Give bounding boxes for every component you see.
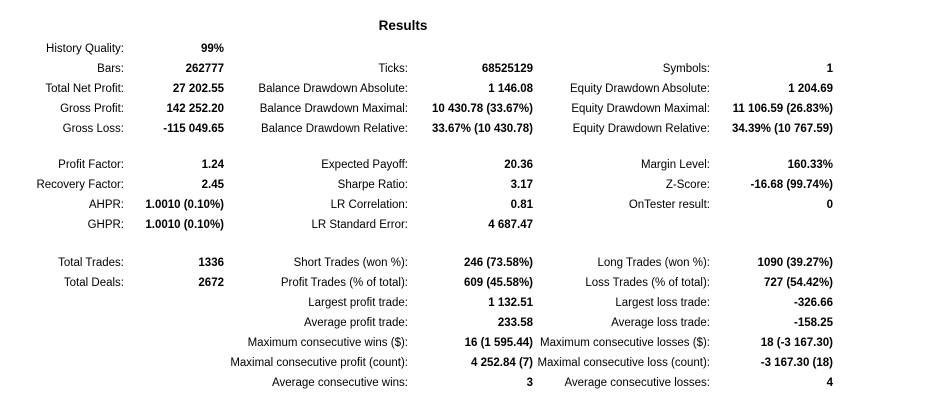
metric-value: 4 252.84 (7) — [470, 357, 533, 369]
metric-label: Equity Drawdown Absolute: — [570, 83, 710, 95]
metric-label: Maximal consecutive profit (count): — [230, 357, 408, 369]
metric-label: Maximal consecutive loss (count): — [537, 357, 710, 369]
metric-label: Z-Score: — [665, 179, 710, 191]
metric-value: 1.0010 (0.10%) — [145, 199, 224, 211]
metric-label: LR Correlation: — [330, 199, 408, 211]
metric-label: Sharpe Ratio: — [337, 179, 408, 191]
metric-value: 3 — [526, 377, 533, 389]
metric-value: 16 (1 595.44) — [464, 337, 533, 349]
metric-value: 1 204.69 — [788, 83, 833, 95]
metric-value: 160.33% — [787, 159, 833, 171]
metric-label: Total Deals: — [63, 277, 124, 289]
metric-label: Long Trades (won %): — [597, 257, 710, 269]
metric-label: History Quality: — [46, 43, 124, 55]
metric-value: 27 202.55 — [172, 83, 224, 95]
report-row: Average profit trade: 233.58 Average loss … — [0, 313, 925, 333]
metric-value: 68525129 — [481, 63, 533, 75]
metric-value: 11 106.59 (26.83%) — [732, 103, 833, 115]
report-row: Recovery Factor: 2.45 Sharpe Ratio: 3.17 Z-S… — [0, 175, 925, 195]
metric-label: Ticks: — [378, 63, 408, 75]
metric-value: 10 430.78 (33.67%) — [431, 103, 533, 115]
report-row: Maximal consecutive profit (count): 4 252… — [0, 353, 925, 373]
metric-label: Gross Loss: — [62, 123, 124, 135]
metric-value: 262777 — [185, 63, 224, 75]
metric-value: 33.67% (10 430.78) — [431, 123, 533, 135]
metric-label: AHPR: — [88, 199, 124, 211]
metric-label: OnTester result: — [628, 199, 710, 211]
report-row: Average consecutive wins: 3 Average consec… — [0, 373, 925, 393]
metric-value: 4 687.47 — [488, 219, 533, 231]
report-row: Largest profit trade: 1 132.51 Largest los… — [0, 293, 925, 313]
report-row: Gross Profit: 142 252.20 Balance Drawdown … — [0, 99, 925, 119]
metric-label: Maximum consecutive losses ($): — [540, 337, 710, 349]
metric-value: 34.39% (10 767.59) — [731, 123, 833, 135]
metric-value: 99% — [200, 43, 224, 55]
metric-label: Balance Drawdown Relative: — [260, 123, 408, 135]
report-row: Profit Factor: 1.24 Expected Payoff: 20.36 M… — [0, 155, 925, 175]
report-row: Maximum consecutive wins ($): 16 (1 595.4… — [0, 333, 925, 353]
metric-value: -158.25 — [793, 317, 833, 329]
metric-value: -16.68 (99.74%) — [750, 179, 833, 191]
metric-value: -115 049.65 — [163, 123, 224, 135]
metric-value: 0.81 — [510, 199, 533, 211]
report-row: Total Net Profit: 27 202.55 Balance Drawdo… — [0, 79, 925, 99]
metric-value: 0 — [826, 199, 833, 211]
metric-label: Margin Level: — [640, 159, 710, 171]
metric-label: LR Standard Error: — [311, 219, 408, 231]
metric-label: Total Net Profit: — [45, 83, 124, 95]
metric-label: GHPR: — [87, 219, 124, 231]
metric-label: Maximum consecutive wins ($): — [247, 337, 408, 349]
report-row: Total Deals: 2672 Profit Trades (% of tota… — [0, 273, 925, 293]
metric-value: 20.36 — [504, 159, 533, 171]
metric-label: Profit Factor: — [58, 159, 124, 171]
report-row: AHPR: 1.0010 (0.10%) LR Correlation: 0.81 On… — [0, 195, 925, 215]
metric-label: Largest loss trade: — [615, 297, 710, 309]
metric-label: Average consecutive wins: — [272, 377, 408, 389]
metric-label: Average loss trade: — [611, 317, 710, 329]
metric-value: -3 167.30 (18) — [760, 357, 833, 369]
metric-label: Balance Drawdown Maximal: — [259, 103, 408, 115]
metric-label: Recovery Factor: — [36, 179, 124, 191]
metric-label: Symbols: — [662, 63, 710, 75]
report-row: History Quality: 99% — [0, 39, 925, 59]
report-row: Bars: 262777 Ticks: 68525129 Symbols: 1 — [0, 59, 925, 79]
metric-label: Short Trades (won %): — [293, 257, 408, 269]
metric-value: 233.58 — [497, 317, 533, 329]
metric-label: Balance Drawdown Absolute: — [258, 83, 408, 95]
results-title: Results — [378, 18, 428, 33]
metric-value: 1 146.08 — [488, 83, 533, 95]
report-row: Gross Loss: -115 049.65 Balance Drawdown R… — [0, 119, 925, 139]
metric-value: 1336 — [198, 257, 224, 269]
report-row: Total Trades: 1336 Short Trades (won %): 24… — [0, 253, 925, 273]
metric-label: Expected Payoff: — [321, 159, 408, 171]
metric-label: Profit Trades (% of total): — [280, 277, 408, 289]
metric-value: 727 (54.42%) — [763, 277, 833, 289]
metric-value: 609 (45.58%) — [463, 277, 533, 289]
metric-value: 1 132.51 — [488, 297, 533, 309]
metric-label: Total Trades: — [58, 257, 124, 269]
metric-value: 18 (-3 167.30) — [760, 337, 833, 349]
metric-value: 1 — [826, 63, 833, 75]
metric-label: Loss Trades (% of total): — [585, 277, 710, 289]
metric-value: 2.45 — [201, 179, 224, 191]
metric-label: Equity Drawdown Maximal: — [571, 103, 710, 115]
metric-label: Average profit trade: — [304, 317, 408, 329]
metric-value: 4 — [826, 377, 833, 389]
metric-label: Equity Drawdown Relative: — [572, 123, 710, 135]
report-row: GHPR: 1.0010 (0.10%) LR Standard Error: 4 6… — [0, 215, 925, 235]
metric-value: 1.0010 (0.10%) — [145, 219, 224, 231]
metric-value: 1.24 — [201, 159, 224, 171]
metric-label: Largest profit trade: — [308, 297, 408, 309]
metric-value: 2672 — [198, 277, 224, 289]
metric-value: -326.66 — [793, 297, 833, 309]
metric-value: 3.17 — [510, 179, 533, 191]
metric-label: Average consecutive losses: — [564, 377, 710, 389]
metric-value: 246 (73.58%) — [463, 257, 533, 269]
metric-label: Gross Profit: — [60, 103, 124, 115]
metric-value: 142 252.20 — [166, 103, 224, 115]
metric-label: Bars: — [97, 63, 124, 75]
metric-value: 1090 (39.27%) — [757, 257, 833, 269]
